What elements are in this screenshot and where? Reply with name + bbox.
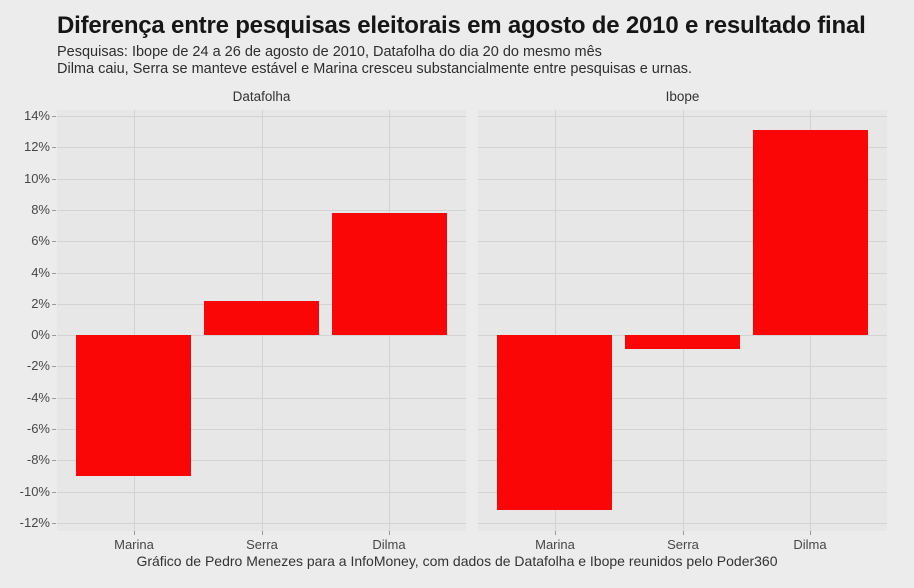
y-tick-label--8: -8% — [26, 452, 50, 467]
h-gridline-12 — [478, 147, 887, 149]
facet-label-datafolha: Datafolha — [232, 89, 291, 104]
bar-datafolha-marina — [76, 335, 191, 476]
x-tick-mark-serra — [683, 531, 684, 535]
h-gridline--12 — [478, 522, 887, 524]
bar-ibope-serra — [625, 335, 740, 350]
y-tick-mark--6 — [52, 429, 56, 430]
y-tick-mark-6 — [52, 241, 56, 242]
h-gridline-4 — [57, 272, 466, 274]
y-tick-label-10: 10% — [23, 171, 50, 186]
y-tick-mark-10 — [52, 179, 56, 180]
chart-subtitle-line1: Pesquisas: Ibope de 24 a 26 de agosto de… — [57, 44, 602, 60]
h-gridline-14 — [478, 116, 887, 117]
y-tick-label-2: 2% — [31, 296, 50, 311]
x-tick-label-marina: Marina — [535, 537, 575, 552]
x-tick-label-serra: Serra — [667, 537, 699, 552]
y-tick-mark-12 — [52, 147, 56, 148]
h-gridline--2 — [57, 366, 466, 368]
x-tick-label-dilma: Dilma — [372, 537, 406, 552]
h-gridline--8 — [57, 460, 466, 462]
h-gridline-14 — [57, 116, 466, 117]
h-gridline--10 — [478, 491, 887, 493]
y-tick-mark--2 — [52, 366, 56, 367]
x-tick-mark-marina — [555, 531, 556, 535]
h-gridline-12 — [57, 147, 466, 149]
h-gridline-10 — [57, 178, 466, 180]
h-gridline-0 — [57, 335, 466, 337]
y-tick-label-6: 6% — [31, 233, 50, 248]
x-tick-label-dilma: Dilma — [793, 537, 827, 552]
y-tick-label-4: 4% — [31, 265, 50, 280]
panel-ibope — [478, 110, 887, 531]
bar-datafolha-dilma — [332, 213, 447, 336]
h-gridline-4 — [478, 272, 887, 274]
h-gridline--6 — [478, 429, 887, 430]
h-gridline--10 — [57, 491, 466, 493]
bar-ibope-dilma — [753, 130, 868, 336]
y-tick-mark--12 — [52, 523, 56, 524]
h-gridline--4 — [478, 397, 887, 399]
h-gridline-8 — [57, 209, 466, 211]
y-tick-label--2: -2% — [26, 358, 50, 373]
h-gridline--6 — [57, 429, 466, 430]
y-tick-label--10: -10% — [19, 484, 50, 499]
h-gridline--4 — [57, 397, 466, 399]
y-tick-label--12: -12% — [19, 515, 50, 530]
v-gridline-serra — [683, 110, 684, 531]
h-gridline-6 — [478, 241, 887, 243]
y-tick-mark--8 — [52, 460, 56, 461]
y-tick-label-0: 0% — [31, 327, 50, 342]
h-gridline--2 — [478, 366, 887, 368]
v-gridline-marina — [134, 110, 135, 531]
h-gridline-2 — [478, 303, 887, 305]
x-tick-label-marina: Marina — [114, 537, 154, 552]
y-tick-mark-8 — [52, 210, 56, 211]
h-gridline--12 — [57, 522, 466, 524]
y-tick-mark--10 — [52, 492, 56, 493]
chart-caption: Gráfico de Pedro Menezes para a InfoMone… — [136, 553, 778, 569]
facet-label-ibope: Ibope — [665, 89, 700, 104]
y-tick-mark-14 — [52, 116, 56, 117]
y-tick-label-14: 14% — [23, 108, 50, 123]
x-tick-mark-dilma — [389, 531, 390, 535]
y-tick-mark--4 — [52, 398, 56, 399]
y-tick-mark-2 — [52, 304, 56, 305]
h-gridline-6 — [57, 241, 466, 243]
h-gridline-8 — [478, 209, 887, 211]
x-tick-label-serra: Serra — [246, 537, 278, 552]
x-tick-mark-marina — [134, 531, 135, 535]
x-tick-mark-dilma — [810, 531, 811, 535]
bar-ibope-marina — [497, 335, 612, 511]
y-tick-label--4: -4% — [26, 390, 50, 405]
v-gridline-marina — [555, 110, 556, 531]
bar-datafolha-serra — [204, 300, 319, 336]
y-tick-label-12: 12% — [23, 139, 50, 154]
h-gridline--8 — [478, 460, 887, 462]
panel-datafolha — [57, 110, 466, 531]
x-tick-mark-serra — [262, 531, 263, 535]
chart-subtitle-line2: Dilma caiu, Serra se manteve estável e M… — [57, 61, 693, 77]
y-tick-label-8: 8% — [31, 202, 50, 217]
y-tick-mark-0 — [52, 335, 56, 336]
h-gridline-10 — [478, 178, 887, 180]
y-tick-label--6: -6% — [26, 421, 50, 436]
chart-title: Diferença entre pesquisas eleitorais em … — [57, 12, 866, 39]
y-tick-mark-4 — [52, 273, 56, 274]
